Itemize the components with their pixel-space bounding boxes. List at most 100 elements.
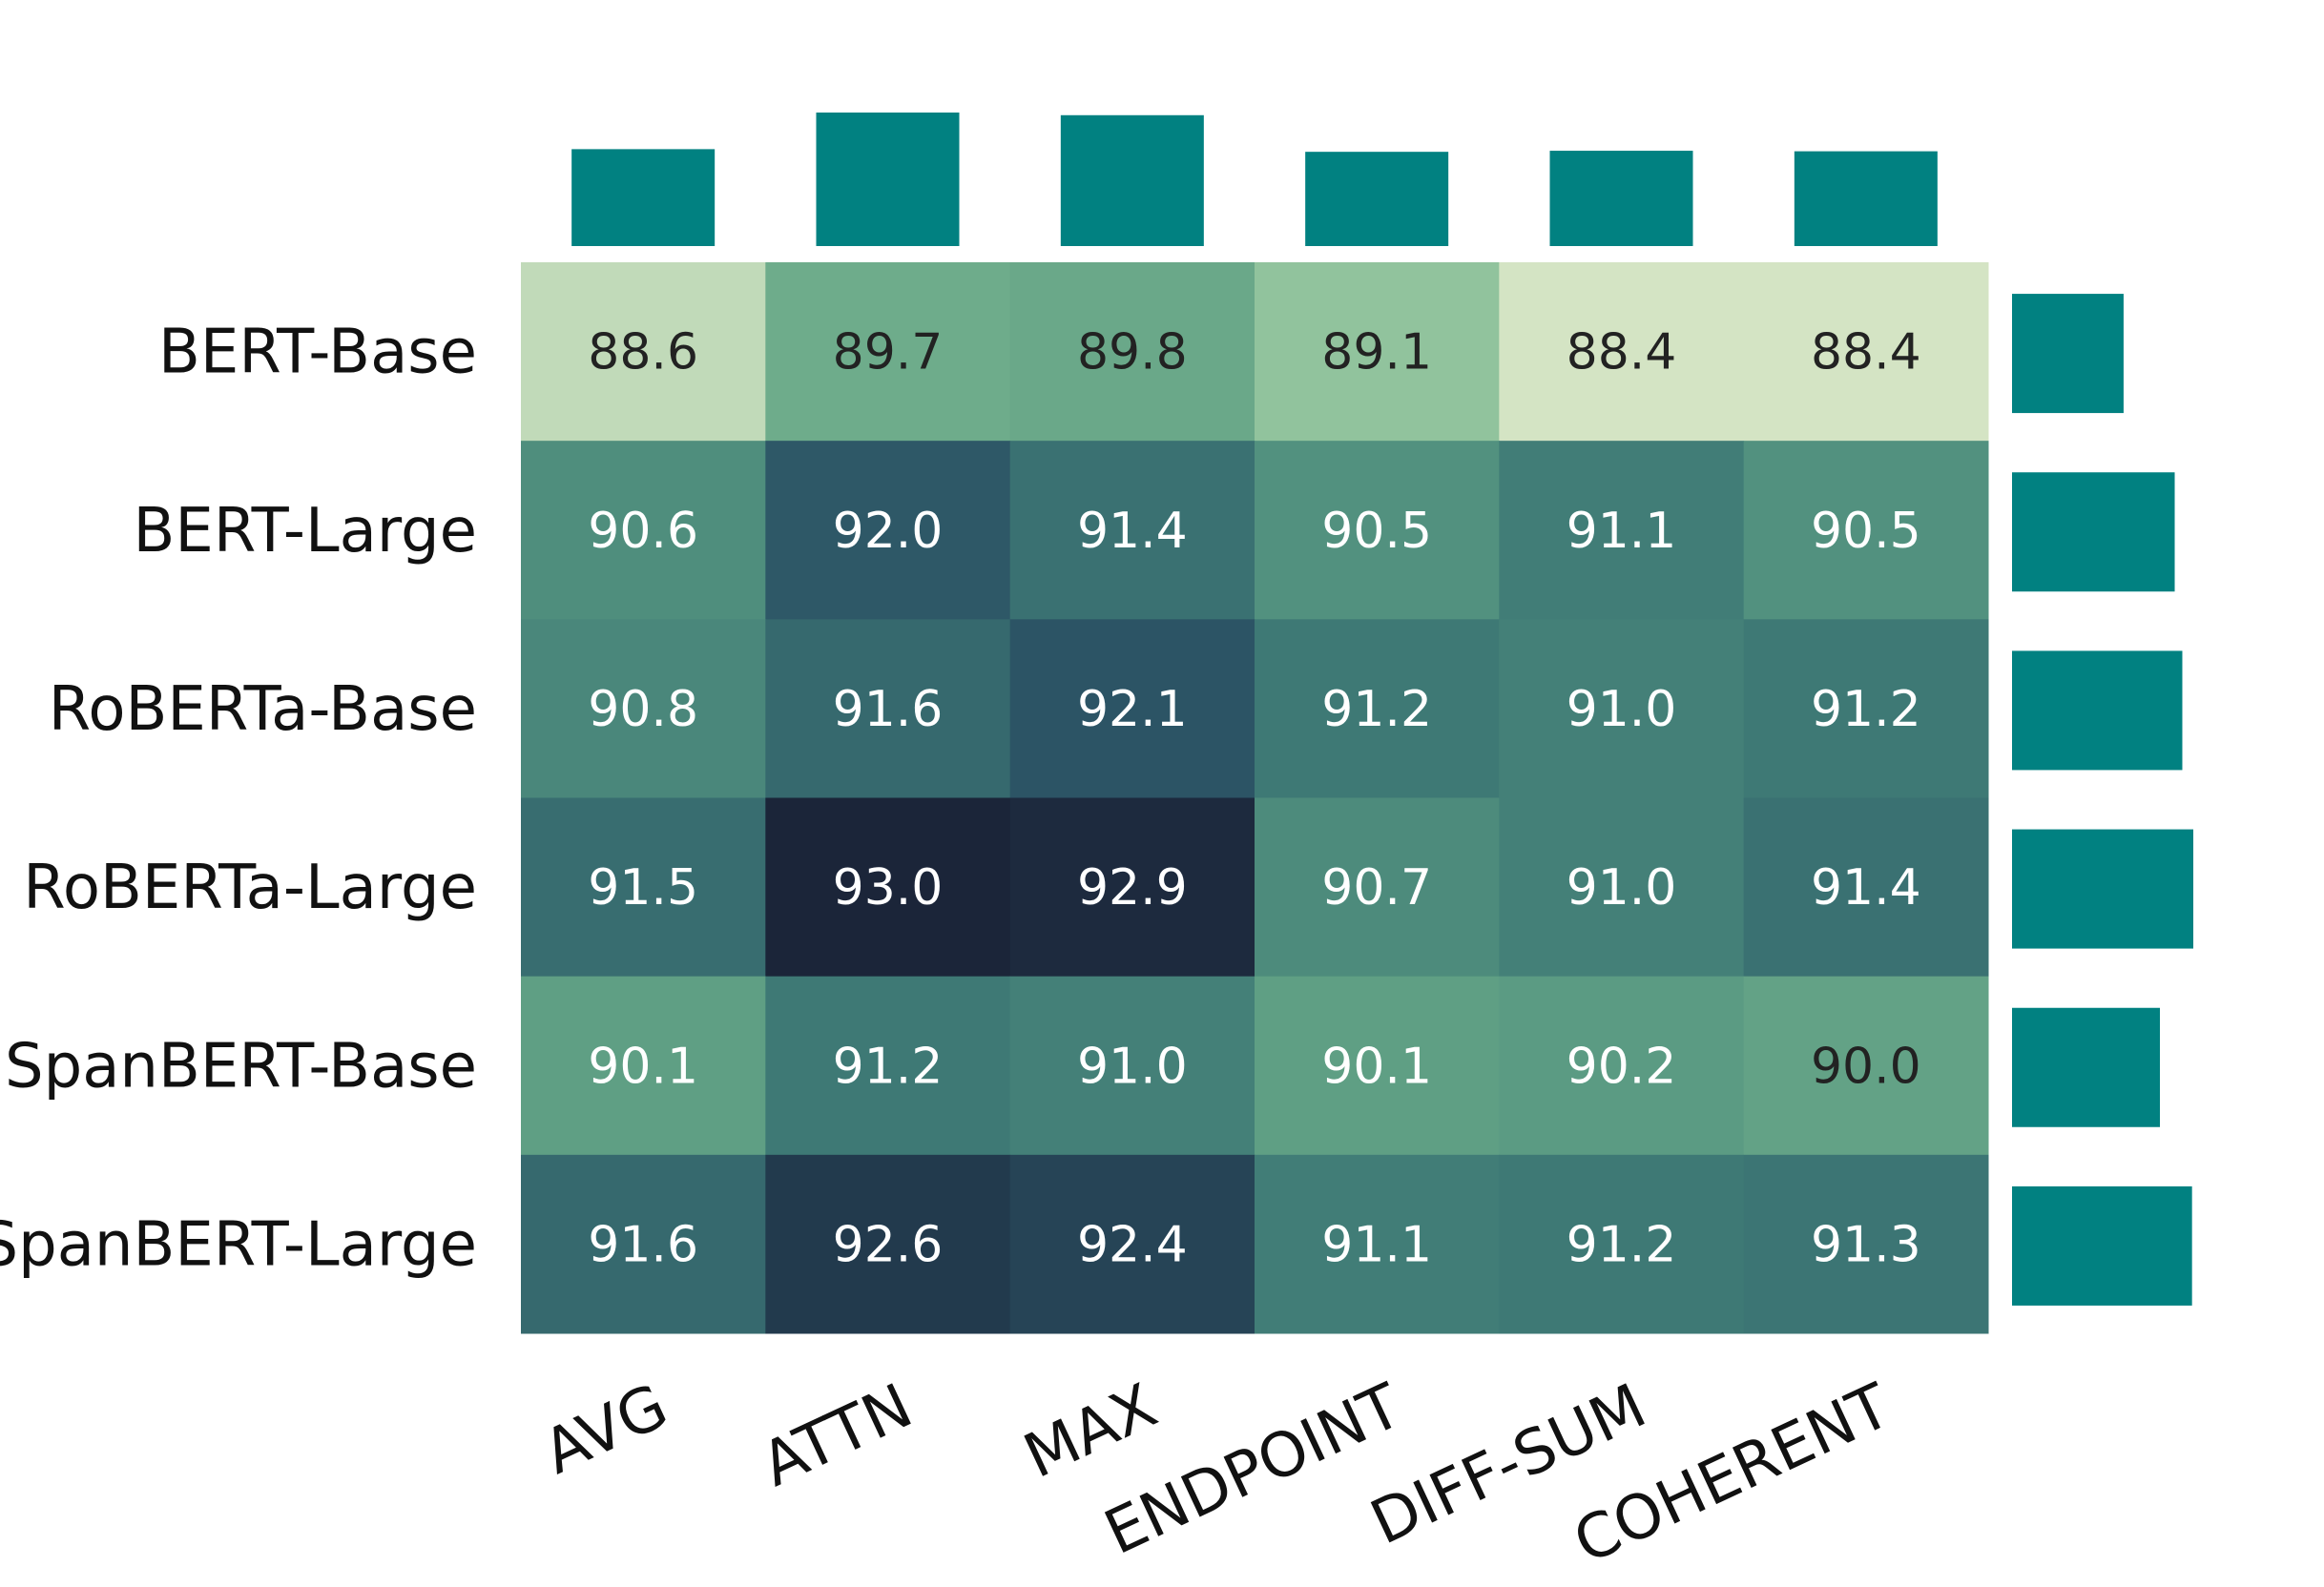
heatmap-cell bbox=[765, 441, 1011, 620]
heatmap-cell bbox=[521, 976, 766, 1156]
heatmap-cell bbox=[1255, 1154, 1500, 1334]
cell-value-label: 92.4 bbox=[1077, 1216, 1188, 1273]
cell-value-label: 90.1 bbox=[588, 1038, 698, 1095]
row-label: BERT-Base bbox=[158, 318, 477, 388]
heatmap-cell bbox=[765, 976, 1011, 1156]
heatmap-cell bbox=[1499, 262, 1745, 442]
heatmap-cell bbox=[1499, 619, 1745, 798]
cell-value-label: 90.7 bbox=[1321, 859, 1432, 917]
cell-value-label: 93.0 bbox=[833, 859, 944, 917]
column-mean-bar bbox=[1549, 151, 1693, 246]
heatmap-cell bbox=[521, 441, 766, 620]
heatmap-cell-labels: 88.6 89.7 89.8 89.1 88.4 88.4 90.6 92.0 91.4 90.5… bbox=[588, 324, 1920, 1274]
cell-value-label: 91.0 bbox=[1567, 681, 1677, 738]
heatmap-cell bbox=[1743, 441, 1989, 620]
row-label: RoBERTa-Base bbox=[49, 674, 477, 745]
row-mean-bar bbox=[2012, 294, 2124, 414]
cell-value-label: 91.6 bbox=[588, 1216, 698, 1273]
heatmap-cell bbox=[1743, 1154, 1989, 1334]
cell-value-label: 89.7 bbox=[833, 324, 944, 381]
row-mean-bar bbox=[2012, 650, 2183, 771]
cell-value-label: 90.2 bbox=[1567, 1038, 1677, 1095]
heatmap-cell bbox=[1009, 441, 1255, 620]
heatmap-cell bbox=[1255, 797, 1500, 978]
cell-value-label: 92.0 bbox=[833, 503, 944, 560]
cell-value-label: 91.4 bbox=[1811, 859, 1921, 917]
column-label: ATTN bbox=[752, 1371, 923, 1500]
row-mean-bar bbox=[2012, 472, 2175, 592]
heatmap-cell bbox=[1255, 441, 1500, 620]
column-label: MAX bbox=[1014, 1371, 1168, 1492]
cell-value-label: 92.9 bbox=[1077, 859, 1188, 917]
heatmap-cell bbox=[1499, 976, 1745, 1156]
heatmap-cell bbox=[1743, 262, 1989, 442]
row-mean-bar bbox=[2012, 1185, 2192, 1306]
heatmap-cell bbox=[1255, 976, 1500, 1156]
cell-value-label: 91.2 bbox=[1321, 681, 1432, 738]
cell-value-label: 90.6 bbox=[588, 503, 698, 560]
cell-value-label: 91.2 bbox=[833, 1038, 944, 1095]
heatmap-cell bbox=[1009, 976, 1255, 1156]
heatmap-cell bbox=[521, 1154, 766, 1334]
cell-value-label: 91.2 bbox=[1811, 681, 1921, 738]
column-mean-bar bbox=[571, 149, 716, 246]
cell-value-label: 91.3 bbox=[1811, 1216, 1921, 1273]
row-mean-bar bbox=[2012, 829, 2193, 949]
heatmap-cell bbox=[1499, 441, 1745, 620]
column-mean-bar bbox=[1060, 114, 1204, 246]
cell-value-label: 91.4 bbox=[1077, 503, 1188, 560]
row-marginal-bars bbox=[2012, 294, 2193, 1306]
cell-value-label: 91.1 bbox=[1321, 1216, 1432, 1273]
heatmap-cell bbox=[1499, 797, 1745, 978]
row-label: RoBERTa-Large bbox=[23, 853, 477, 923]
cell-value-label: 91.2 bbox=[1567, 1216, 1677, 1273]
heatmap-cell bbox=[765, 262, 1011, 442]
column-marginal-bars bbox=[571, 113, 1938, 246]
heatmap-cell bbox=[765, 619, 1011, 798]
cell-value-label: 88.4 bbox=[1567, 324, 1677, 381]
cell-value-label: 88.6 bbox=[588, 324, 698, 381]
heatmap-cell bbox=[765, 1154, 1011, 1334]
cell-value-label: 92.6 bbox=[833, 1216, 944, 1273]
heatmap-cell bbox=[1009, 619, 1255, 798]
heatmap-cell bbox=[1009, 797, 1255, 978]
row-label: SpanBERT-Base bbox=[5, 1031, 477, 1102]
heatmap-cell bbox=[1743, 619, 1989, 798]
heatmap-cell bbox=[521, 619, 766, 798]
cell-value-label: 89.8 bbox=[1077, 324, 1188, 381]
heatmap-cell bbox=[1743, 797, 1989, 978]
cell-value-label: 91.6 bbox=[833, 681, 944, 738]
cell-value-label: 91.5 bbox=[588, 859, 698, 917]
heatmap-cell bbox=[1009, 1154, 1255, 1334]
column-label: AVG bbox=[533, 1371, 678, 1488]
heatmap-cell bbox=[1009, 262, 1255, 442]
column-mean-bar bbox=[1305, 152, 1449, 246]
cell-value-label: 90.1 bbox=[1321, 1038, 1432, 1095]
row-label: BERT-Large bbox=[133, 496, 477, 567]
column-mean-bar bbox=[1794, 151, 1938, 246]
row-labels: BERT-Base BERT-Large RoBERTa-Base RoBERTa-L… bbox=[0, 318, 477, 1281]
heatmap-cell bbox=[1255, 262, 1500, 442]
heatmap-cell bbox=[765, 797, 1011, 978]
cell-value-label: 91.0 bbox=[1567, 859, 1677, 917]
cell-value-label: 92.1 bbox=[1077, 681, 1188, 738]
cell-value-label: 90.5 bbox=[1811, 503, 1921, 560]
cell-value-label: 89.1 bbox=[1321, 324, 1432, 381]
heatmap-cell bbox=[1743, 976, 1989, 1156]
column-mean-bar bbox=[816, 113, 960, 246]
cell-value-label: 90.5 bbox=[1321, 503, 1432, 560]
row-label: SpanBERT-Large bbox=[0, 1209, 477, 1280]
heatmap-cell bbox=[521, 262, 766, 442]
heatmap-cells bbox=[521, 262, 1989, 1334]
row-mean-bar bbox=[2012, 1007, 2161, 1127]
heatmap-cell bbox=[521, 797, 766, 978]
cell-value-label: 91.1 bbox=[1567, 503, 1677, 560]
heatmap-cell bbox=[1499, 1154, 1745, 1334]
cell-value-label: 88.4 bbox=[1811, 324, 1921, 381]
cell-value-label: 91.0 bbox=[1077, 1038, 1188, 1095]
cell-value-label: 90.8 bbox=[588, 681, 698, 738]
heatmap-cell bbox=[1255, 619, 1500, 798]
cell-value-label: 90.0 bbox=[1811, 1038, 1921, 1095]
